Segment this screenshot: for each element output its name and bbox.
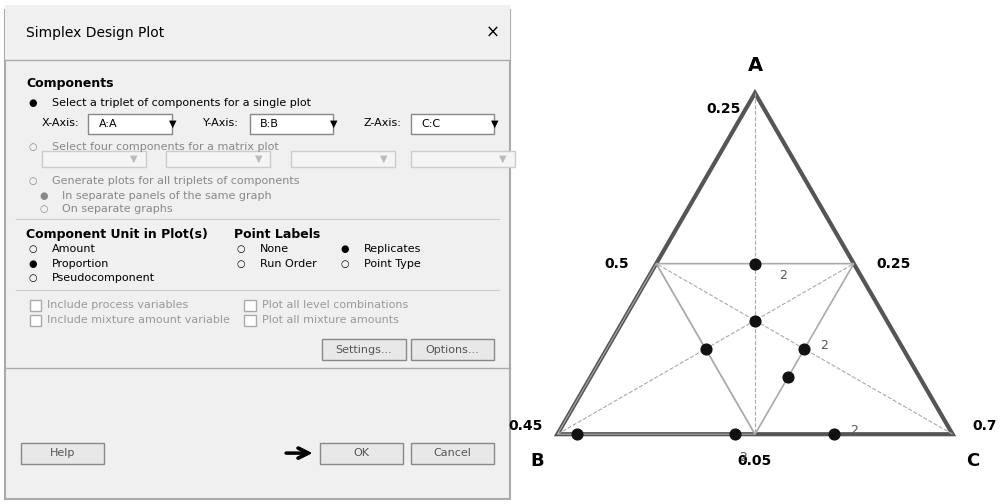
Text: Generate plots for all triplets of components: Generate plots for all triplets of compo… bbox=[52, 176, 300, 186]
FancyBboxPatch shape bbox=[411, 443, 494, 464]
Text: Run Order: Run Order bbox=[260, 259, 317, 269]
Text: 0.5: 0.5 bbox=[604, 257, 629, 271]
Text: ●: ● bbox=[29, 98, 37, 108]
Text: ▼: ▼ bbox=[255, 154, 262, 164]
Text: ▼: ▼ bbox=[491, 119, 499, 129]
Text: 0.25: 0.25 bbox=[706, 101, 741, 115]
Text: C: C bbox=[966, 453, 979, 470]
Text: 0.45: 0.45 bbox=[509, 419, 543, 433]
Text: B: B bbox=[531, 453, 544, 470]
FancyBboxPatch shape bbox=[411, 114, 494, 134]
FancyBboxPatch shape bbox=[411, 339, 494, 360]
Text: Include process variables: Include process variables bbox=[47, 300, 188, 310]
Text: Components: Components bbox=[26, 77, 114, 90]
Text: ●: ● bbox=[39, 191, 48, 201]
FancyBboxPatch shape bbox=[30, 300, 41, 311]
Text: ○: ○ bbox=[29, 244, 37, 255]
FancyBboxPatch shape bbox=[5, 5, 510, 60]
Text: B:B: B:B bbox=[260, 119, 279, 129]
Text: ○: ○ bbox=[39, 204, 48, 214]
FancyBboxPatch shape bbox=[322, 339, 406, 360]
Text: Component Unit in Plot(s): Component Unit in Plot(s) bbox=[26, 228, 208, 241]
Text: ▼: ▼ bbox=[330, 119, 338, 129]
Text: OK: OK bbox=[353, 448, 369, 458]
FancyBboxPatch shape bbox=[411, 151, 515, 167]
Text: ○: ○ bbox=[29, 176, 37, 186]
Text: ×: × bbox=[485, 24, 499, 42]
Text: Plot all mixture amounts: Plot all mixture amounts bbox=[262, 315, 398, 325]
FancyBboxPatch shape bbox=[88, 114, 172, 134]
Text: 0.25: 0.25 bbox=[876, 257, 910, 271]
Text: 2: 2 bbox=[850, 424, 858, 437]
Point bbox=[747, 260, 763, 268]
Text: Proportion: Proportion bbox=[52, 259, 109, 269]
Text: Replicates: Replicates bbox=[364, 244, 421, 255]
Text: ○: ○ bbox=[29, 273, 37, 283]
Text: Plot all level combinations: Plot all level combinations bbox=[262, 300, 408, 310]
Point bbox=[826, 430, 842, 438]
Text: 2: 2 bbox=[779, 269, 787, 282]
FancyBboxPatch shape bbox=[5, 10, 510, 499]
Point bbox=[698, 345, 714, 353]
FancyBboxPatch shape bbox=[250, 114, 333, 134]
Text: C:C: C:C bbox=[421, 119, 440, 129]
Text: None: None bbox=[260, 244, 289, 255]
Text: ●: ● bbox=[341, 244, 349, 255]
Text: ▼: ▼ bbox=[499, 154, 507, 164]
FancyBboxPatch shape bbox=[244, 300, 256, 311]
FancyBboxPatch shape bbox=[42, 151, 146, 167]
Text: 2: 2 bbox=[820, 339, 828, 352]
Text: ▼: ▼ bbox=[130, 154, 138, 164]
Text: Select a triplet of components for a single plot: Select a triplet of components for a sin… bbox=[52, 98, 311, 108]
Point bbox=[569, 430, 585, 438]
Point bbox=[727, 430, 743, 438]
Text: Options...: Options... bbox=[426, 345, 479, 355]
FancyBboxPatch shape bbox=[244, 315, 256, 326]
Text: Pseudocomponent: Pseudocomponent bbox=[52, 273, 155, 283]
Point bbox=[747, 317, 763, 325]
Text: A: A bbox=[747, 56, 763, 76]
Text: Select four components for a matrix plot: Select four components for a matrix plot bbox=[52, 142, 279, 152]
FancyBboxPatch shape bbox=[291, 151, 395, 167]
Text: ▼: ▼ bbox=[169, 119, 176, 129]
Text: ●: ● bbox=[29, 259, 37, 269]
Text: ○: ○ bbox=[237, 259, 245, 269]
Text: Help: Help bbox=[50, 448, 75, 458]
Text: A:A: A:A bbox=[99, 119, 117, 129]
Text: Amount: Amount bbox=[52, 244, 96, 255]
FancyBboxPatch shape bbox=[166, 151, 270, 167]
Text: Point Labels: Point Labels bbox=[234, 228, 320, 241]
Point bbox=[796, 345, 812, 353]
Text: 0.05: 0.05 bbox=[738, 454, 772, 468]
FancyBboxPatch shape bbox=[30, 315, 41, 326]
Text: Include mixture amount variable: Include mixture amount variable bbox=[47, 315, 230, 325]
Text: Settings...: Settings... bbox=[336, 345, 392, 355]
FancyBboxPatch shape bbox=[21, 443, 104, 464]
Text: Simplex Design Plot: Simplex Design Plot bbox=[26, 26, 164, 40]
Text: Point Type: Point Type bbox=[364, 259, 421, 269]
Text: ○: ○ bbox=[237, 244, 245, 255]
Text: X-Axis:: X-Axis: bbox=[42, 118, 79, 129]
Text: ▼: ▼ bbox=[380, 154, 387, 164]
Text: ○: ○ bbox=[29, 142, 37, 152]
Text: In separate panels of the same graph: In separate panels of the same graph bbox=[62, 191, 272, 201]
Text: 2: 2 bbox=[739, 451, 747, 464]
Text: Y-Axis:: Y-Axis: bbox=[203, 118, 239, 129]
Text: On separate graphs: On separate graphs bbox=[62, 204, 173, 214]
Text: Z-Axis:: Z-Axis: bbox=[364, 118, 402, 129]
Text: Cancel: Cancel bbox=[433, 448, 471, 458]
FancyBboxPatch shape bbox=[320, 443, 403, 464]
Text: ○: ○ bbox=[341, 259, 349, 269]
Text: 0.7: 0.7 bbox=[972, 419, 996, 433]
Point bbox=[780, 373, 796, 381]
